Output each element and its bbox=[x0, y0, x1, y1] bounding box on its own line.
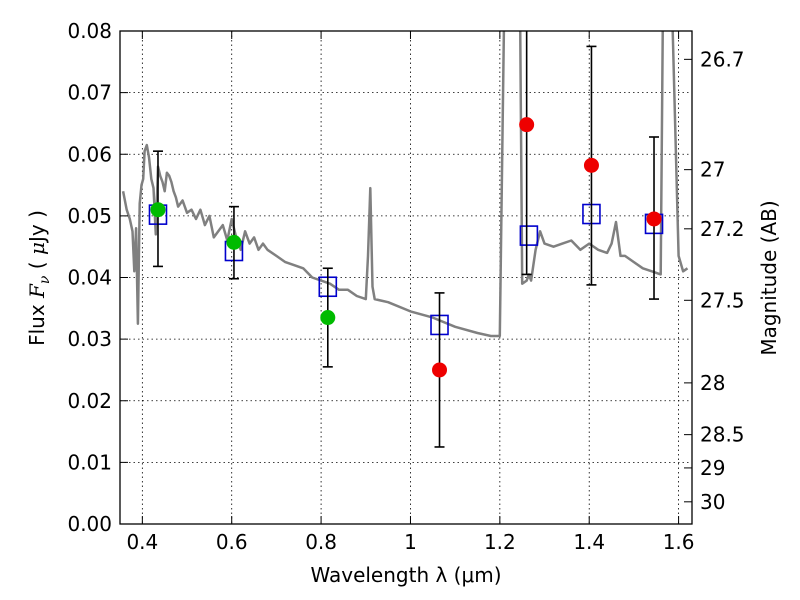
nir-data-point bbox=[432, 362, 448, 378]
axis-tick-labels: 0.4 0.6 0.8 1 1.2 1.4 1.6 0.00 0.01 0.02 0.03 0.04 0… bbox=[67, 19, 744, 554]
x-tick-label: 1.4 bbox=[573, 530, 605, 554]
y-tick-label: 0.00 bbox=[67, 512, 112, 536]
x-tick-label: 0.4 bbox=[126, 530, 158, 554]
y2-tick-label: 27.2 bbox=[700, 217, 745, 241]
y-axis-title-symbol: F bbox=[25, 283, 49, 299]
y2-tick-label: 28.5 bbox=[700, 423, 745, 447]
y-tick-label: 0.02 bbox=[67, 389, 112, 413]
y2-tick-label: 26.7 bbox=[700, 47, 745, 71]
y2-axis-title: Magnitude (AB) bbox=[757, 200, 781, 355]
x-tick-label: 0.6 bbox=[216, 530, 248, 554]
y-axis-title-mu: μ bbox=[25, 242, 49, 255]
y2-tick-label: 27.5 bbox=[700, 288, 745, 312]
template-spectrum-line bbox=[121, 31, 689, 338]
nir-data-point bbox=[646, 211, 662, 227]
y-axis-title-part: ( bbox=[25, 255, 49, 276]
nir-data-point bbox=[519, 117, 535, 133]
nir-data-point bbox=[583, 157, 599, 173]
y-tick-label: 0.06 bbox=[67, 142, 112, 166]
y2-tick-label: 30 bbox=[700, 490, 725, 514]
y2-tick-label: 28 bbox=[700, 371, 725, 395]
optical-data-point bbox=[320, 310, 336, 326]
y-tick-label: 0.08 bbox=[67, 19, 112, 43]
y-tick-label: 0.05 bbox=[67, 204, 112, 228]
x-tick-label: 0.8 bbox=[305, 530, 337, 554]
grid-lines bbox=[120, 30, 692, 525]
y2-tick-label: 29 bbox=[700, 456, 725, 480]
x-tick-label: 1.2 bbox=[484, 530, 516, 554]
y-axis-title-part: Flux bbox=[25, 298, 49, 346]
x-axis-title: Wavelength λ (μm) bbox=[310, 563, 501, 587]
y2-tick-label: 27 bbox=[700, 158, 725, 182]
x-tick-label: 1 bbox=[404, 530, 417, 554]
plot-area bbox=[121, 31, 689, 448]
y-axis-title-part: Jy ) bbox=[25, 210, 49, 244]
y-tick-label: 0.03 bbox=[67, 327, 112, 351]
optical-data-point bbox=[226, 234, 242, 250]
y-tick-label: 0.04 bbox=[67, 266, 112, 290]
y-tick-label: 0.01 bbox=[67, 450, 112, 474]
y-axis-title: Flux Fν ( μJy ) bbox=[25, 210, 53, 346]
y-axis-title-subscript: ν bbox=[37, 275, 53, 284]
axis-ticks bbox=[120, 30, 692, 525]
optical-data-point bbox=[150, 202, 166, 218]
x-tick-label: 1.6 bbox=[663, 530, 695, 554]
y-tick-label: 0.07 bbox=[67, 81, 112, 105]
model-square-point bbox=[519, 225, 539, 246]
